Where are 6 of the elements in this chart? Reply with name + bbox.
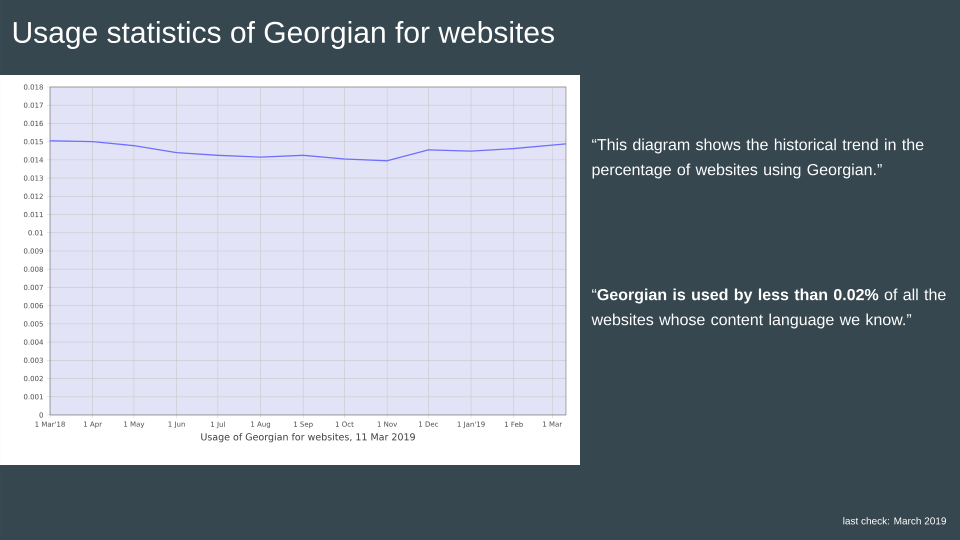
- text: last check: March 2019: [843, 517, 946, 524]
- text: “This diagram shows the historical trend in the percentage of websites using Georgian.”: [592, 138, 924, 178]
- text: “Georgian is used by less than 0.02% of all the websites whose content language we know.”: [592, 288, 946, 328]
- line-series: [50, 140, 566, 162]
- chart-title: Usage statistics of Georgian for websites: [14, 21, 554, 49]
- x-axis-title: Usage of Georgian for websites, 11 Mar 2019: [201, 433, 415, 442]
